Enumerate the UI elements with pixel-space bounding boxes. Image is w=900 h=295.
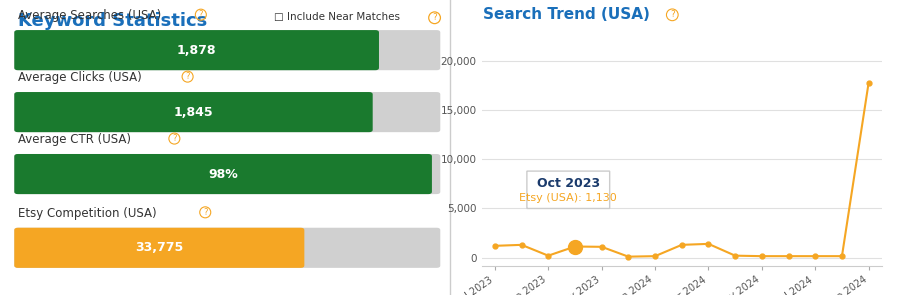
- Text: □ Include Near Matches: □ Include Near Matches: [274, 12, 400, 22]
- FancyBboxPatch shape: [14, 92, 440, 132]
- FancyBboxPatch shape: [14, 228, 440, 268]
- FancyBboxPatch shape: [14, 154, 440, 194]
- Text: Average Searches (USA): Average Searches (USA): [18, 9, 161, 22]
- Text: Average Clicks (USA): Average Clicks (USA): [18, 71, 141, 84]
- Text: 1,845: 1,845: [174, 106, 213, 119]
- Text: Etsy Competition (USA): Etsy Competition (USA): [18, 207, 157, 220]
- Text: Average CTR (USA): Average CTR (USA): [18, 133, 130, 146]
- Text: ?: ?: [203, 208, 208, 217]
- Text: ?: ?: [172, 134, 176, 143]
- Text: Keyword Statistics: Keyword Statistics: [18, 12, 207, 30]
- Text: ?: ?: [432, 13, 436, 22]
- FancyBboxPatch shape: [526, 171, 609, 209]
- Text: ?: ?: [199, 10, 203, 19]
- Text: ?: ?: [185, 72, 190, 81]
- Text: ?: ?: [670, 10, 675, 19]
- Text: Search Trend (USA): Search Trend (USA): [483, 7, 650, 22]
- FancyBboxPatch shape: [14, 92, 373, 132]
- FancyBboxPatch shape: [14, 228, 304, 268]
- FancyBboxPatch shape: [14, 154, 432, 194]
- Text: Etsy (USA): 1,130: Etsy (USA): 1,130: [519, 193, 617, 203]
- Text: 33,775: 33,775: [135, 241, 184, 254]
- FancyBboxPatch shape: [14, 30, 440, 70]
- Text: 98%: 98%: [208, 168, 238, 181]
- Text: 1,878: 1,878: [177, 44, 216, 57]
- FancyBboxPatch shape: [14, 30, 379, 70]
- Text: Oct 2023: Oct 2023: [536, 177, 599, 190]
